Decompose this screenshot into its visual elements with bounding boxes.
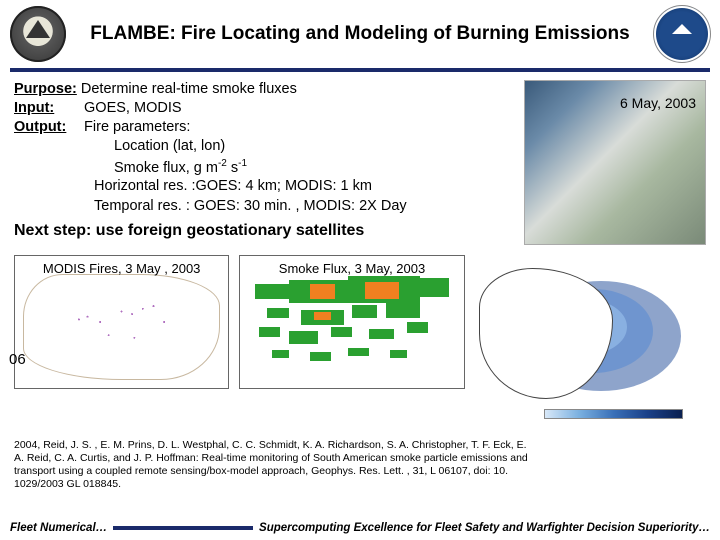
flux-exp2: -1 <box>238 158 247 169</box>
map2-flux-pixels <box>246 276 457 382</box>
citation-text: 2004, Reid, J. S. , E. M. Prins, D. L. W… <box>14 439 534 492</box>
purpose-text: Determine real-time smoke fluxes <box>81 81 297 97</box>
footer-rule <box>113 526 253 530</box>
footer: Fleet Numerical… Supercomputing Excellen… <box>10 522 710 534</box>
input-label: Input: <box>14 99 80 118</box>
footer-left: Fleet Numerical… <box>10 522 107 534</box>
input-text: GOES, MODIS <box>84 100 182 116</box>
footer-right: Supercomputing Excellence for Fleet Safe… <box>259 522 710 534</box>
header-bar: FLAMBE: Fire Locating and Modeling of Bu… <box>0 0 720 66</box>
map1-title: MODIS Fires, 3 May , 2003 <box>15 260 228 277</box>
main-content: 6 May, 2003 Purpose: Determine real-time… <box>0 80 720 491</box>
agency-logo-right <box>654 6 710 62</box>
page-title: FLAMBE: Fire Locating and Modeling of Bu… <box>74 23 646 45</box>
maps-row: MODIS Fires, 3 May , 2003 06 Smoke Flux,… <box>14 255 706 423</box>
map2-title: Smoke Flux, 3 May, 2003 <box>240 260 463 277</box>
purpose-label: Purpose: <box>14 81 77 97</box>
map3-canvas <box>475 255 706 423</box>
map1-axis-label: 06 <box>9 350 26 370</box>
flux-text-a: Smoke flux, g m <box>114 159 218 175</box>
header-rule <box>10 68 710 72</box>
output-text: Fire parameters: <box>84 119 190 135</box>
flux-text-b: s <box>227 159 238 175</box>
map-transport-plume <box>475 255 706 423</box>
map3-colorbar <box>544 409 683 419</box>
output-label: Output: <box>14 118 80 137</box>
map-smoke-flux: Smoke Flux, 3 May, 2003 <box>239 255 464 389</box>
map-modis-fires: MODIS Fires, 3 May , 2003 06 <box>14 255 229 389</box>
agency-logo-left <box>10 6 66 62</box>
flux-exp1: -2 <box>218 158 227 169</box>
satellite-date-label: 6 May, 2003 <box>620 94 696 112</box>
